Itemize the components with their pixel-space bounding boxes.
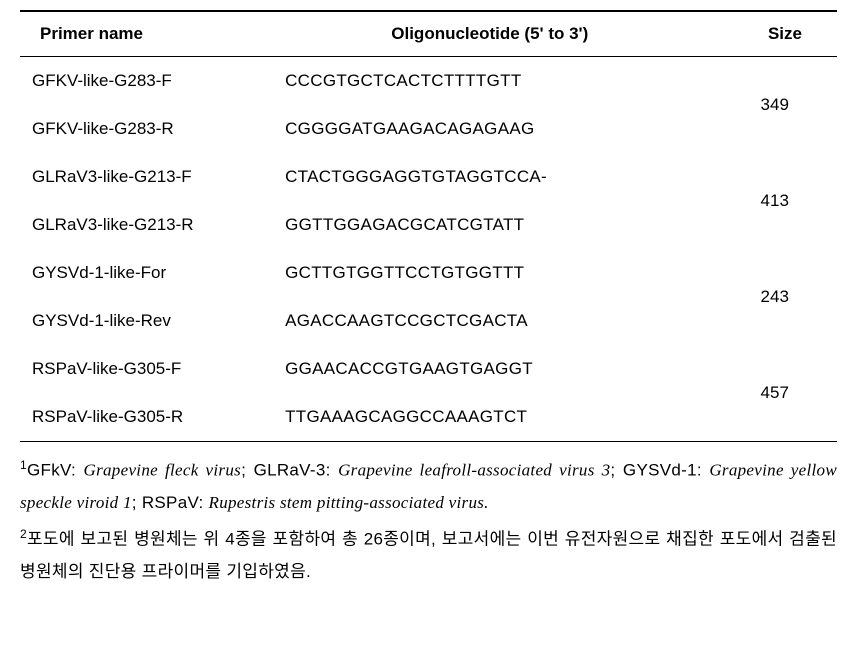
oligo-cell: CTACTGGGAGGTGTAGGTCCA- (265, 153, 714, 201)
table-header-row: Primer name Oligonucleotide (5' to 3') S… (20, 11, 837, 57)
primer-cell: GYSVd-1-like-For (20, 249, 265, 297)
primer-cell: GYSVd-1-like-Rev (20, 297, 265, 345)
table-row: RSPaV-like-G305-FGGAACACCGTGAAGTGAGGT457 (20, 345, 837, 393)
table-row: GLRaV3-like-G213-FCTACTGGGAGGTGTAGGTCCA-… (20, 153, 837, 201)
italic-text: Grapevine leafroll-associated virus 3 (338, 461, 610, 480)
oligo-cell: CCCGTGCTCACTCTTTTGTT (265, 57, 714, 106)
size-cell: 243 (714, 249, 837, 345)
primer-cell: GLRaV3-like-G213-F (20, 153, 265, 201)
italic-text: Grapevine fleck virus (84, 461, 242, 480)
size-cell: 457 (714, 345, 837, 442)
primer-cell: RSPaV-like-G305-R (20, 393, 265, 442)
primer-cell: GFKV-like-G283-F (20, 57, 265, 106)
primer-table: Primer name Oligonucleotide (5' to 3') S… (20, 10, 837, 442)
header-primer: Primer name (20, 11, 265, 57)
footnote-1-sup: 1 (20, 458, 27, 472)
footnote-1-content: GFkV: Grapevine fleck virus; GLRaV-3: Gr… (20, 461, 837, 512)
plain-text: GFkV: (27, 461, 84, 480)
oligo-cell: GCTTGTGGTTCCTGTGGTTT (265, 249, 714, 297)
oligo-cell: AGACCAAGTCCGCTCGACTA (265, 297, 714, 345)
plain-text: ; GLRaV-3: (241, 461, 338, 480)
primer-cell: RSPaV-like-G305-F (20, 345, 265, 393)
footnote-1: 1GFkV: Grapevine fleck virus; GLRaV-3: G… (20, 454, 837, 519)
footnote-2: 2포도에 보고된 병원체는 위 4종을 포함하여 총 26종이며, 보고서에는 … (20, 523, 837, 588)
footnote-2-text: 포도에 보고된 병원체는 위 4종을 포함하여 총 26종이며, 보고서에는 이… (20, 530, 837, 581)
oligo-cell: CGGGGATGAAGACAGAGAAG (265, 105, 714, 153)
table-row: GYSVd-1-like-ForGCTTGTGGTTCCTGTGGTTT243 (20, 249, 837, 297)
size-cell: 413 (714, 153, 837, 249)
table-row: GFKV-like-G283-FCCCGTGCTCACTCTTTTGTT349 (20, 57, 837, 106)
oligo-cell: GGTTGGAGACGCATCGTATT (265, 201, 714, 249)
footnote-2-sup: 2 (20, 527, 27, 541)
plain-text: ; RSPaV: (132, 493, 209, 512)
plain-text: ; GYSVd-1: (610, 461, 709, 480)
primer-cell: GLRaV3-like-G213-R (20, 201, 265, 249)
oligo-cell: GGAACACCGTGAAGTGAGGT (265, 345, 714, 393)
oligo-cell: TTGAAAGCAGGCCAAAGTCT (265, 393, 714, 442)
footnotes: 1GFkV: Grapevine fleck virus; GLRaV-3: G… (20, 454, 837, 589)
italic-text: Rupestris stem pitting-associated virus. (209, 493, 489, 512)
table-body: GFKV-like-G283-FCCCGTGCTCACTCTTTTGTT349G… (20, 57, 837, 442)
header-size: Size (714, 11, 837, 57)
primer-cell: GFKV-like-G283-R (20, 105, 265, 153)
header-oligo: Oligonucleotide (5' to 3') (265, 11, 714, 57)
size-cell: 349 (714, 57, 837, 154)
